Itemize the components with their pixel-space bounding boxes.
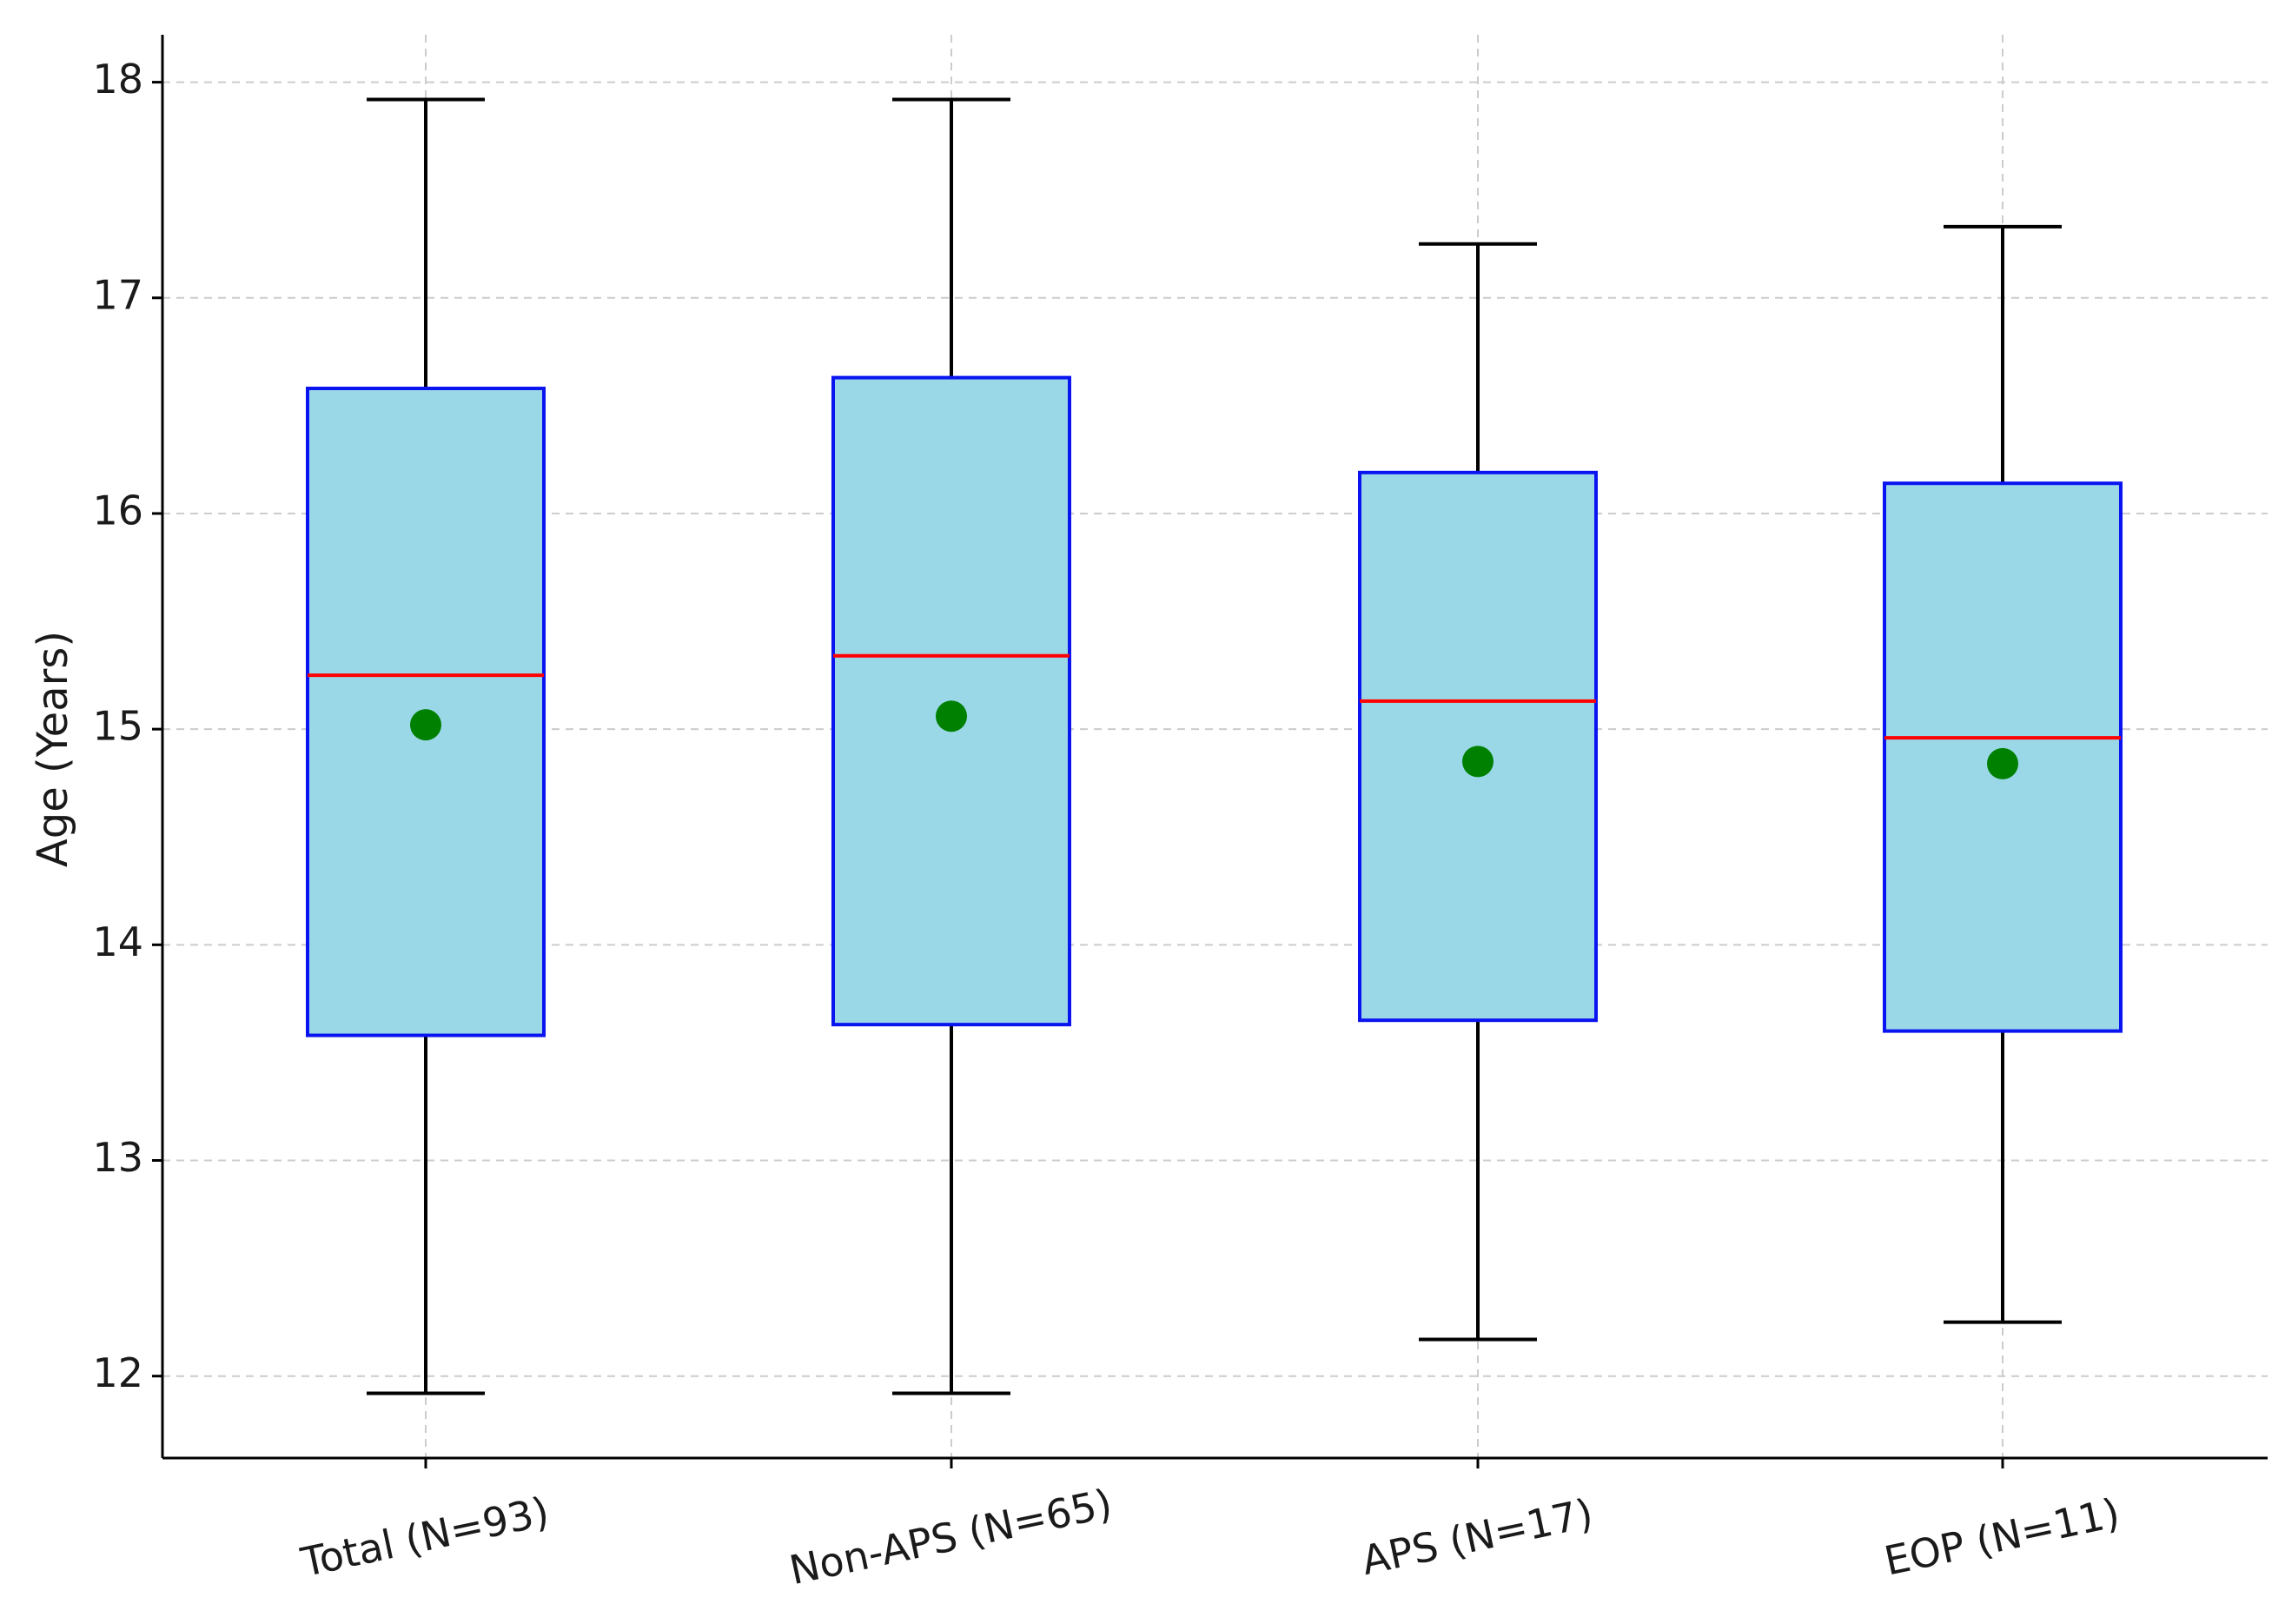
box-group-1 [306,97,546,1395]
mean-marker [410,709,441,741]
y-tick-label-13: 13 [92,1134,143,1181]
x-tick-label-4: EOP (N=11) [1880,1489,2123,1585]
y-tick-label-16: 16 [92,487,143,534]
mean-marker [1462,746,1494,778]
box-group-4 [1883,224,2123,1324]
x-tick-label-2: Non-APS (N=65) [785,1480,1116,1594]
y-tick-label-18: 18 [92,56,143,103]
axis-layer [152,35,2268,1468]
mean-marker [936,700,967,732]
box-layer [306,97,2123,1395]
y-axis-title: Age (Years) [29,631,77,867]
x-tick-label-1: Total (N=93) [296,1488,553,1586]
y-tick-label-14: 14 [92,918,143,965]
y-tick-label-17: 17 [92,271,143,318]
y-tick-label-15: 15 [92,703,143,750]
box-group-3 [1358,242,1598,1342]
box-group-2 [831,97,1071,1395]
mean-marker [1987,747,2018,779]
x-tick-label-3: APS (N=17) [1357,1489,1597,1584]
y-tick-label-12: 12 [92,1349,143,1396]
